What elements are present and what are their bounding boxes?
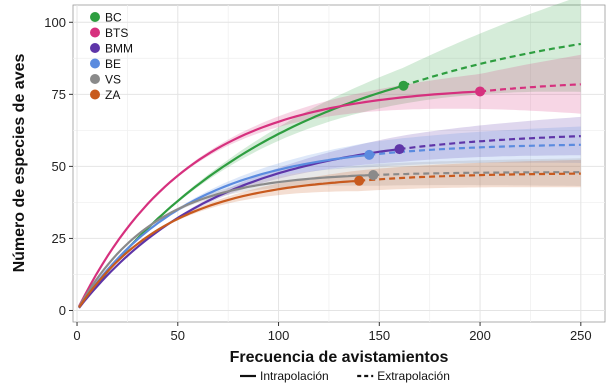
observed-points — [354, 80, 486, 186]
x-tick-label: 200 — [469, 328, 491, 343]
y-tick-label: 100 — [44, 15, 66, 30]
plot-panel — [72, 4, 606, 323]
legend-label-be: BE — [105, 57, 121, 71]
y-tick-label: 50 — [52, 159, 66, 174]
observed-point-bc — [398, 80, 409, 91]
legend-label-bts: BTS — [105, 26, 128, 40]
y-axis-ticks: 0 25 50 75 100 — [44, 15, 73, 318]
legend-label-vs: VS — [105, 73, 121, 87]
interpolation-line-za — [78, 179, 360, 309]
confidence-band-bc — [79, 0, 581, 308]
confidence-band-bts — [79, 54, 581, 307]
x-axis-ticks: 0 50 100 150 200 250 — [73, 322, 592, 343]
extrapolation-line-bts — [479, 83, 581, 93]
observed-point-bts — [475, 86, 486, 97]
x-tick-label: 250 — [570, 328, 592, 343]
confidence-band-be — [79, 126, 581, 308]
confidence-band-bmm — [79, 116, 581, 308]
series-lines — [78, 42, 581, 309]
interpolation-line-be — [78, 153, 370, 309]
legend-key-bts — [90, 27, 100, 38]
extrapolation-line-bc — [403, 42, 581, 87]
x-axis-title: Frecuencia de avistamientos — [230, 349, 449, 366]
legend-label-bc: BC — [105, 11, 122, 25]
legend-label-za: ZA — [105, 88, 120, 102]
observed-point-bmm — [394, 144, 405, 155]
legend-key-vs — [90, 74, 100, 84]
linetype-label-solid: Intrapolación — [260, 369, 329, 383]
legend-label-bmm: BMM — [105, 42, 133, 56]
x-tick-label: 0 — [73, 328, 80, 343]
observed-point-za — [354, 175, 365, 186]
linetype-label-dashed: Extrapolación — [377, 369, 450, 383]
legend-key-bmm — [90, 43, 100, 53]
interpolation-line-bts — [78, 90, 481, 307]
x-tick-label: 150 — [368, 328, 390, 343]
legend-key-za — [90, 89, 100, 100]
extrapolation-line-za — [359, 172, 581, 182]
x-tick-label: 50 — [171, 328, 185, 343]
grid-lines — [73, 5, 605, 322]
extrapolation-line-be — [369, 143, 581, 156]
y-tick-label: 75 — [52, 87, 66, 102]
extrapolation-line-vs — [373, 171, 581, 177]
legend-key-be — [90, 58, 100, 69]
legend-key-bc — [90, 12, 100, 22]
observed-point-vs — [368, 170, 379, 181]
linetype-legend: Intrapolación Extrapolación — [240, 369, 450, 383]
y-axis-title: Número de especies de aves — [11, 54, 28, 273]
observed-point-be — [364, 149, 375, 160]
extrapolation-line-bmm — [399, 135, 581, 151]
x-tick-label: 100 — [268, 328, 290, 343]
y-tick-label: 25 — [52, 231, 66, 246]
interpolation-line-vs — [78, 173, 374, 308]
y-tick-label: 0 — [59, 303, 66, 318]
